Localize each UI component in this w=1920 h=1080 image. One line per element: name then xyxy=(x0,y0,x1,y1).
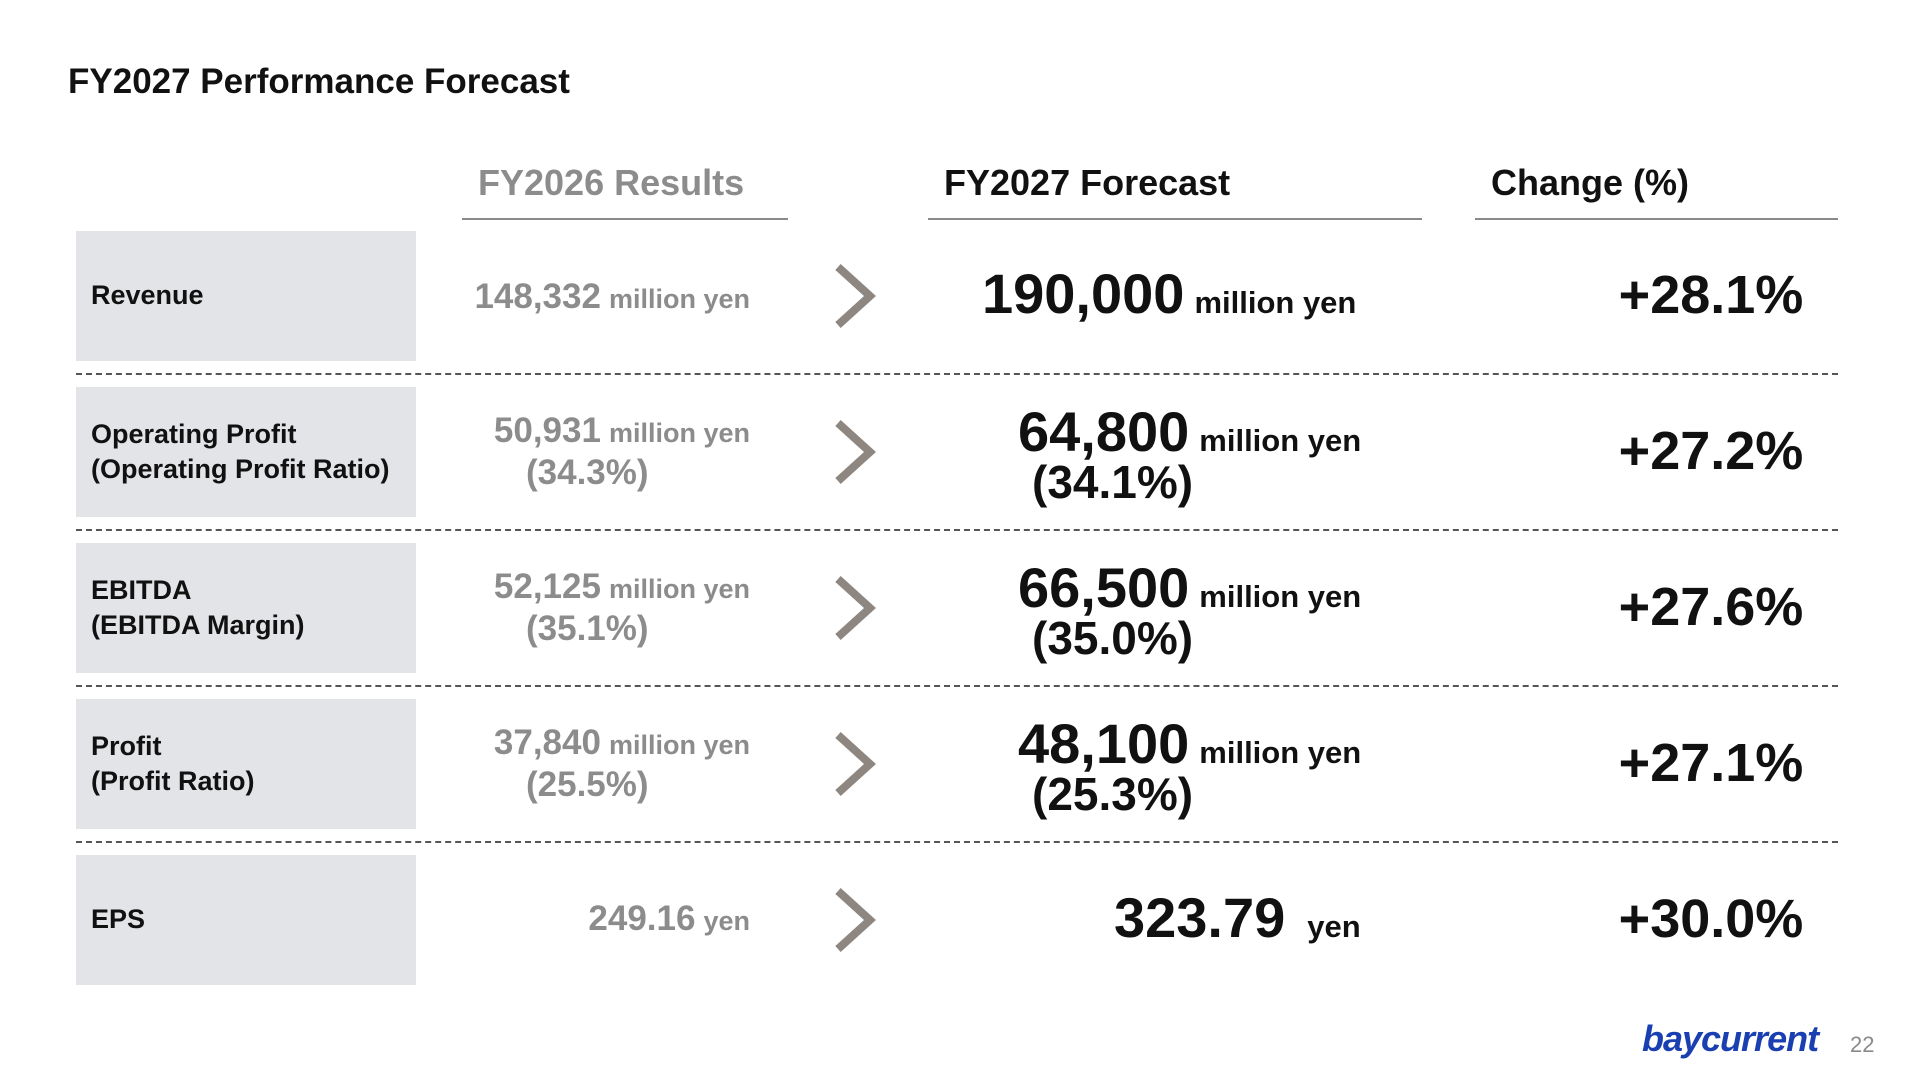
forecast-number: 64,800 xyxy=(1018,400,1190,463)
page-number: 22 xyxy=(1850,1032,1875,1057)
row-divider xyxy=(76,529,1838,531)
forecast-value: 48,100 million yen xyxy=(1018,711,1361,776)
prev-unit: million yen xyxy=(608,284,750,314)
forecast-number: 66,500 xyxy=(1018,556,1190,619)
row-divider xyxy=(76,841,1838,843)
row-label-line2: (Operating Profit Ratio) xyxy=(91,454,390,484)
prev-value: 52,125 million yen xyxy=(494,567,750,607)
header-change: Change (%) xyxy=(1475,162,1838,220)
row-label: Operating Profit (Operating Profit Ratio… xyxy=(76,387,416,517)
prev-number: 249.16 xyxy=(588,899,696,938)
change-value: +28.1% xyxy=(1618,265,1804,325)
prev-ratio: (35.1%) xyxy=(526,609,649,648)
forecast-number: 48,100 xyxy=(1018,712,1190,775)
prev-unit: million yen xyxy=(608,574,750,604)
row-label: EPS xyxy=(76,855,416,985)
prev-value: 37,840 million yen xyxy=(494,723,750,763)
row-label-line1: Operating Profit xyxy=(91,418,297,449)
row-profit: Profit (Profit Ratio) 37,840 million yen … xyxy=(76,699,1838,829)
forecast-unit: million yen xyxy=(1199,735,1362,770)
forecast-number: 190,000 xyxy=(982,262,1185,325)
prev-unit: million yen xyxy=(608,730,750,760)
row-label-line1: Revenue xyxy=(91,280,204,311)
row-label: Profit (Profit Ratio) xyxy=(76,699,416,829)
prev-value: 148,332 million yen xyxy=(474,277,750,317)
row-label-line2: (Profit Ratio) xyxy=(91,766,255,796)
prev-ratio: (34.3%) xyxy=(526,453,649,492)
forecast-value: 323.79 yen xyxy=(1114,885,1361,950)
prev-unit: million yen xyxy=(608,418,750,448)
forecast-unit: million yen xyxy=(1199,579,1362,614)
baycurrent-logo: baycurrent xyxy=(1642,1018,1819,1059)
row-ebitda: EBITDA (EBITDA Margin) 52,125 million yen… xyxy=(76,543,1838,673)
forecast-ratio: (35.0%) xyxy=(1032,612,1194,664)
chevron-right-icon xyxy=(835,732,876,796)
prev-number: 148,332 xyxy=(474,277,601,316)
forecast-number: 323.79 xyxy=(1114,886,1286,949)
prev-number: 50,931 xyxy=(493,411,601,450)
forecast-value: 66,500 million yen xyxy=(1018,555,1361,620)
chevron-right-icon xyxy=(835,888,876,952)
row-label-line1: EPS xyxy=(91,904,146,935)
prev-number: 37,840 xyxy=(493,723,601,762)
chevron-right-icon xyxy=(835,420,876,484)
chevron-right-icon xyxy=(835,264,876,328)
forecast-ratio: (34.1%) xyxy=(1032,456,1194,508)
forecast-value: 190,000 million yen xyxy=(982,261,1356,326)
forecast-unit: million yen xyxy=(1194,285,1357,320)
row-operating-profit: Operating Profit (Operating Profit Ratio… xyxy=(76,387,1838,517)
row-revenue: Revenue 148,332 million yen 190,000 millio… xyxy=(76,231,1838,361)
row-divider xyxy=(76,685,1838,687)
forecast-ratio: (25.3%) xyxy=(1032,768,1194,820)
forecast-unit: yen xyxy=(1307,909,1361,944)
forecast-value: 64,800 million yen xyxy=(1018,399,1361,464)
header-fy2027-forecast: FY2027 Forecast xyxy=(928,162,1422,220)
change-value: +27.2% xyxy=(1618,421,1804,481)
prev-unit: yen xyxy=(703,906,750,936)
row-label: Revenue xyxy=(76,231,416,361)
page-title: FY2027 Performance Forecast xyxy=(68,62,570,101)
forecast-unit: million yen xyxy=(1199,423,1362,458)
change-value: +27.1% xyxy=(1618,733,1804,793)
change-value: +27.6% xyxy=(1618,577,1804,637)
prev-ratio: (25.5%) xyxy=(526,765,649,804)
chevron-right-icon xyxy=(835,576,876,640)
prev-number: 52,125 xyxy=(493,567,601,606)
change-value: +30.0% xyxy=(1618,889,1804,949)
row-eps: EPS 249.16 yen 323.79 yen +30.0% xyxy=(76,855,1838,985)
row-label-line2: (EBITDA Margin) xyxy=(91,610,305,640)
row-label-line1: EBITDA xyxy=(91,574,192,605)
row-divider xyxy=(76,373,1838,375)
row-label: EBITDA (EBITDA Margin) xyxy=(76,543,416,673)
row-label-line1: Profit xyxy=(91,730,162,761)
prev-value: 249.16 yen xyxy=(588,899,750,939)
prev-value: 50,931 million yen xyxy=(494,411,750,451)
header-fy2026-results: FY2026 Results xyxy=(462,162,788,220)
